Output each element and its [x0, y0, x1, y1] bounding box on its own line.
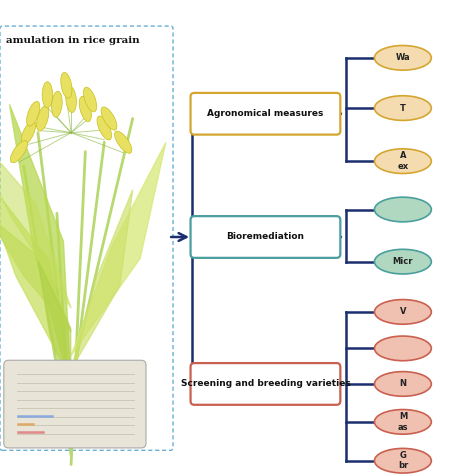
Ellipse shape [374, 249, 431, 274]
FancyBboxPatch shape [191, 93, 340, 135]
Ellipse shape [66, 87, 76, 112]
Ellipse shape [374, 336, 431, 361]
Ellipse shape [374, 96, 431, 120]
Polygon shape [71, 190, 133, 370]
Ellipse shape [374, 372, 431, 396]
Text: Agronomical measures: Agronomical measures [207, 109, 324, 118]
Text: V: V [400, 308, 406, 316]
FancyBboxPatch shape [191, 363, 340, 405]
Ellipse shape [374, 300, 431, 324]
Ellipse shape [79, 96, 91, 122]
Ellipse shape [27, 101, 40, 126]
Ellipse shape [36, 106, 49, 131]
FancyBboxPatch shape [191, 216, 340, 258]
Polygon shape [0, 213, 71, 332]
Ellipse shape [115, 131, 132, 153]
Ellipse shape [374, 410, 431, 434]
Text: Screening and breeding varieties: Screening and breeding varieties [181, 380, 350, 388]
FancyBboxPatch shape [4, 360, 146, 448]
Ellipse shape [52, 91, 62, 117]
Ellipse shape [374, 149, 431, 173]
Polygon shape [71, 142, 166, 356]
Polygon shape [9, 104, 71, 389]
Polygon shape [0, 118, 71, 308]
Polygon shape [38, 261, 71, 403]
Text: Bioremediation: Bioremediation [227, 233, 304, 241]
Text: N: N [400, 380, 406, 388]
Text: A
ex: A ex [397, 152, 409, 171]
Ellipse shape [101, 107, 117, 130]
Text: T: T [400, 104, 406, 112]
Text: M
as: M as [398, 412, 408, 431]
Ellipse shape [83, 87, 97, 112]
Ellipse shape [10, 141, 27, 163]
Text: Wa: Wa [396, 54, 410, 62]
Ellipse shape [374, 448, 431, 473]
Text: amulation in rice grain: amulation in rice grain [6, 36, 139, 45]
FancyBboxPatch shape [0, 26, 173, 450]
Polygon shape [0, 166, 71, 379]
Ellipse shape [374, 197, 431, 222]
Ellipse shape [21, 121, 36, 145]
Ellipse shape [97, 116, 111, 140]
Text: G
br: G br [398, 451, 408, 470]
Ellipse shape [42, 82, 53, 108]
Ellipse shape [61, 73, 72, 98]
Text: Micr: Micr [392, 257, 413, 266]
Ellipse shape [374, 46, 431, 70]
